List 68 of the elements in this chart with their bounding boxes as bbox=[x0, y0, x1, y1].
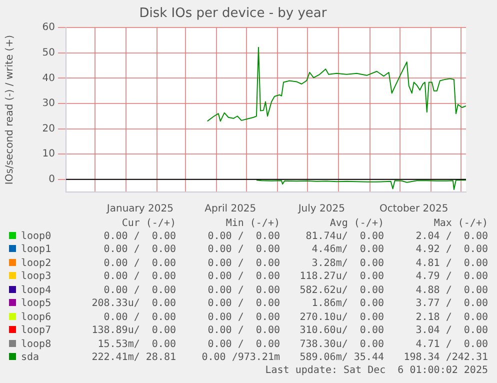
text: 738.30u/ 0.00 bbox=[298, 338, 384, 351]
text: Avg (-/+) bbox=[328, 218, 384, 230]
text: 0.00 / 0.00 bbox=[102, 256, 176, 270]
legend-label: loop4 bbox=[20, 284, 52, 297]
text: Last update: Sat Dec 6 01:00:02 2025 bbox=[264, 364, 488, 376]
text: 4.79 / 0.00 bbox=[414, 270, 488, 284]
text: 4.81 / 0.00 bbox=[414, 256, 488, 270]
legend-label: sda bbox=[20, 351, 40, 364]
text: 0.00 / 0.00 bbox=[102, 284, 176, 297]
text: 0.00 / 0.00 bbox=[102, 270, 176, 284]
y-tick-label: 40 bbox=[42, 72, 55, 84]
legend-label: loop7 bbox=[20, 324, 52, 338]
text: 0.00 / 0.00 bbox=[206, 338, 280, 351]
x-tick-label: October 2025 bbox=[380, 204, 448, 215]
legend-label: loop6 bbox=[20, 310, 52, 324]
text: 4.46m/ 0.00 bbox=[310, 243, 384, 256]
legend-label: loop0 bbox=[20, 230, 52, 243]
y-tick-label: 20 bbox=[42, 123, 55, 134]
text: 0.00 / 0.00 bbox=[206, 270, 280, 284]
text: 0.00 / 0.00 bbox=[102, 230, 176, 243]
text: 81.74u/ 0.00 bbox=[304, 230, 384, 243]
legend-label: loop2 bbox=[20, 256, 52, 270]
text: 15.53m/ 0.00 bbox=[96, 338, 176, 351]
text: 0.00 / 0.00 bbox=[102, 243, 176, 256]
x-tick-label: January 2025 bbox=[106, 204, 174, 215]
y-tick-label: 50 bbox=[42, 47, 55, 58]
text: 310.60u/ 0.00 bbox=[298, 324, 384, 338]
text: 0.00 / 0.00 bbox=[206, 324, 280, 338]
text: 2.04 / 0.00 bbox=[414, 230, 488, 243]
text: Cur (-/+) bbox=[120, 218, 176, 230]
legend-label: loop8 bbox=[20, 338, 52, 351]
text: 222.41m/ 28.81 bbox=[90, 351, 176, 364]
text: 0.00 / 0.00 bbox=[102, 310, 176, 324]
text: 0.00 / 0.00 bbox=[206, 297, 280, 310]
text: 0.00 /973.21m bbox=[200, 351, 280, 364]
y-tick-label: 0 bbox=[48, 174, 55, 185]
text: 198.34 /242.31 bbox=[402, 351, 488, 364]
text: 0.00 / 0.00 bbox=[206, 284, 280, 297]
text: 3.77 / 0.00 bbox=[414, 297, 488, 310]
text: 1.86m/ 0.00 bbox=[310, 297, 384, 310]
legend-label: loop3 bbox=[20, 270, 52, 284]
text: 0.00 / 0.00 bbox=[206, 310, 280, 324]
text: 4.92 / 0.00 bbox=[414, 243, 488, 256]
y-tick-label: 10 bbox=[42, 148, 55, 160]
text: 118.27u/ 0.00 bbox=[298, 270, 384, 284]
text: 582.62u/ 0.00 bbox=[298, 284, 384, 297]
y-axis-title: IOs/second read (-) / write (+) bbox=[4, 34, 16, 185]
text: 4.71 / 0.00 bbox=[414, 338, 488, 351]
text: 2.18 / 0.00 bbox=[414, 310, 488, 324]
text: Max (-/+) bbox=[432, 218, 488, 230]
text: 208.33u/ 0.00 bbox=[90, 297, 176, 310]
text: Min (-/+) bbox=[224, 218, 280, 230]
text: 3.04 / 0.00 bbox=[414, 324, 488, 338]
text: 0.00 / 0.00 bbox=[206, 256, 280, 270]
x-tick-label: April 2025 bbox=[204, 204, 256, 215]
legend-label: loop1 bbox=[20, 243, 52, 256]
x-tick-label: July 2025 bbox=[297, 204, 345, 215]
chart-title: Disk IOs per device - by year bbox=[139, 6, 328, 22]
text: 589.06m/ 35.44 bbox=[298, 351, 384, 364]
y-tick-label: 30 bbox=[42, 98, 55, 110]
text: 0.00 / 0.00 bbox=[206, 243, 280, 256]
y-tick-label: 60 bbox=[42, 22, 55, 34]
text: 4.88 / 0.00 bbox=[414, 284, 488, 297]
text: 138.89u/ 0.00 bbox=[90, 324, 176, 338]
text: 3.28m/ 0.00 bbox=[310, 256, 384, 270]
legend-label: loop5 bbox=[20, 297, 52, 310]
text: 270.10u/ 0.00 bbox=[298, 310, 384, 324]
text: 0.00 / 0.00 bbox=[206, 230, 280, 243]
